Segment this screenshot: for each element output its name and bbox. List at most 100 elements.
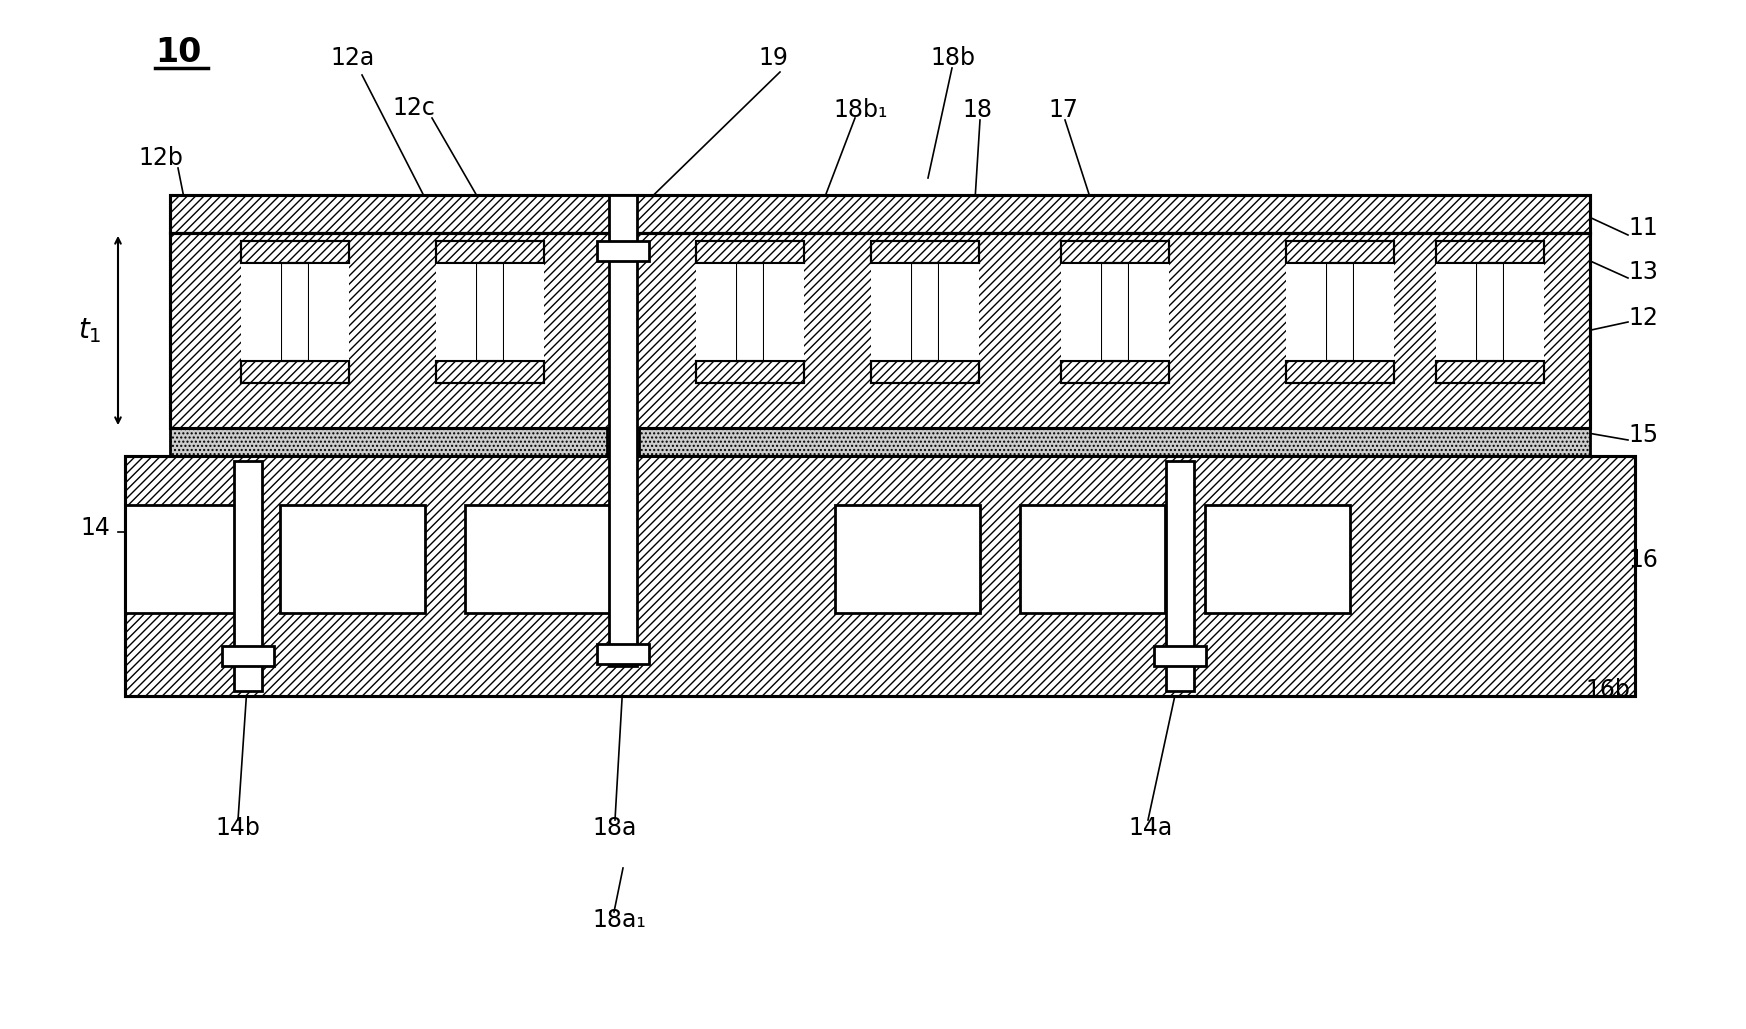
Bar	[697, 361, 803, 383]
Bar	[1062, 241, 1170, 263]
Text: 12c: 12c	[393, 96, 435, 120]
Text: 18a: 18a	[592, 816, 636, 840]
Bar	[1287, 241, 1393, 263]
Bar	[126, 456, 1634, 696]
Bar	[1062, 241, 1170, 383]
Bar	[436, 361, 545, 383]
Text: 18: 18	[962, 98, 992, 122]
Bar	[697, 241, 803, 263]
Bar	[597, 644, 650, 664]
Bar	[505, 263, 545, 361]
Bar	[1325, 263, 1353, 361]
Bar	[436, 361, 545, 383]
Bar	[436, 263, 477, 361]
Bar	[1287, 241, 1393, 383]
Bar	[871, 361, 980, 383]
Bar	[241, 361, 349, 383]
Text: 17: 17	[1048, 98, 1077, 122]
Text: 14b: 14b	[215, 816, 260, 840]
Bar	[871, 241, 980, 263]
Bar	[436, 241, 545, 383]
Bar	[1154, 646, 1206, 666]
Bar	[871, 241, 980, 263]
Bar	[234, 461, 262, 691]
Bar	[1062, 263, 1102, 361]
Bar	[241, 241, 349, 263]
Text: 14a: 14a	[1128, 816, 1172, 840]
Bar	[609, 196, 637, 666]
Bar	[436, 241, 545, 263]
Bar	[1287, 361, 1393, 383]
Text: $t_1$: $t_1$	[79, 316, 101, 345]
Bar	[871, 361, 980, 383]
Bar	[436, 361, 545, 383]
Bar	[169, 196, 1591, 233]
Bar	[1435, 361, 1543, 383]
Bar	[1353, 263, 1393, 361]
Bar	[477, 263, 505, 361]
Bar	[464, 505, 609, 613]
Bar	[1435, 241, 1543, 383]
Bar	[281, 263, 309, 361]
Text: 10: 10	[155, 35, 201, 69]
Text: 13: 13	[1627, 260, 1659, 284]
Bar	[1503, 263, 1543, 361]
Bar	[1062, 361, 1170, 383]
Bar	[1102, 263, 1130, 361]
Text: 12: 12	[1627, 306, 1659, 330]
Bar	[1020, 505, 1165, 613]
Bar	[697, 241, 803, 263]
Bar	[1435, 361, 1543, 383]
Bar	[436, 241, 545, 263]
Bar	[835, 505, 980, 613]
Text: 14: 14	[80, 516, 110, 540]
Bar	[1435, 241, 1543, 263]
Text: 12b: 12b	[138, 146, 183, 170]
Bar	[126, 456, 1634, 696]
Bar	[1287, 361, 1393, 383]
Bar	[1062, 241, 1170, 263]
Bar	[871, 263, 911, 361]
Bar	[911, 263, 939, 361]
Bar	[639, 428, 1591, 456]
Bar	[241, 241, 349, 263]
Bar	[597, 241, 650, 261]
Bar	[1205, 505, 1350, 613]
Bar	[1062, 241, 1170, 263]
Bar	[1435, 241, 1543, 263]
Bar	[169, 233, 1591, 428]
Bar	[737, 263, 765, 361]
Bar	[1287, 241, 1393, 263]
Bar	[697, 361, 803, 383]
Text: 15: 15	[1627, 423, 1659, 447]
Bar	[1062, 361, 1170, 383]
Text: 12a: 12a	[330, 46, 374, 70]
Bar	[126, 456, 1634, 696]
Bar	[241, 241, 349, 263]
Text: 19: 19	[758, 46, 787, 70]
Bar	[1287, 241, 1393, 263]
Bar	[1166, 461, 1194, 691]
Bar	[1287, 263, 1325, 361]
Bar	[939, 263, 980, 361]
Bar	[1435, 361, 1543, 383]
Bar	[765, 263, 803, 361]
Bar	[1287, 361, 1393, 383]
Text: 16: 16	[1627, 548, 1659, 572]
Text: 18b: 18b	[931, 46, 974, 70]
Text: 16b: 16b	[1585, 678, 1629, 702]
Bar	[1435, 241, 1543, 263]
Bar	[1130, 263, 1170, 361]
Bar	[169, 233, 1591, 428]
Bar	[697, 361, 803, 383]
Bar	[279, 505, 424, 613]
Bar	[241, 263, 281, 361]
Bar	[241, 361, 349, 383]
Bar	[1062, 361, 1170, 383]
Bar	[436, 241, 545, 263]
Bar	[697, 241, 803, 263]
Bar	[169, 196, 1591, 233]
Bar	[126, 505, 250, 613]
Bar	[1435, 263, 1475, 361]
Bar	[697, 263, 737, 361]
